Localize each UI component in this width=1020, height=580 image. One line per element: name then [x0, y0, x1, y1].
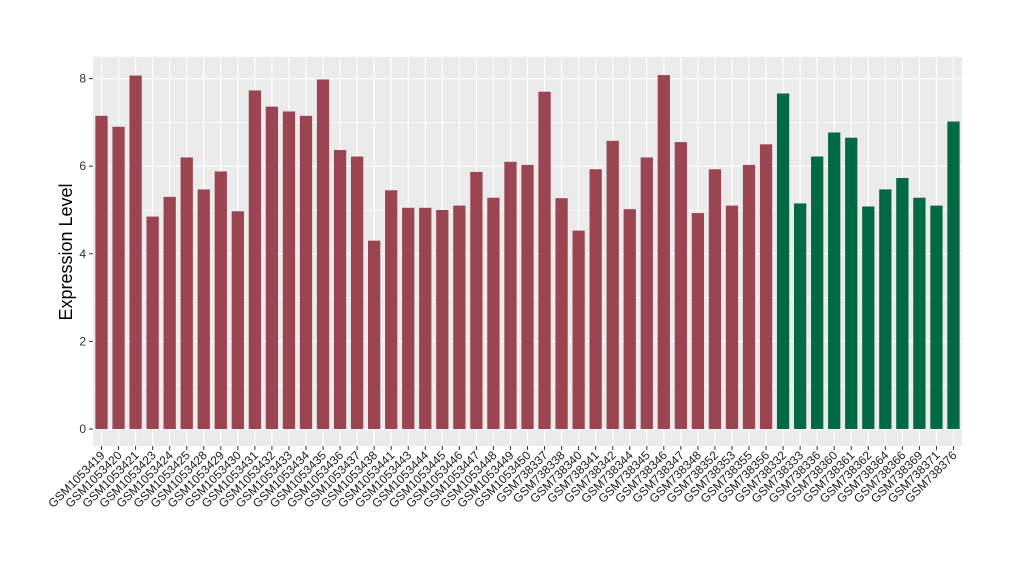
bar-GSM738371 — [930, 205, 943, 429]
bar-GSM738361 — [845, 137, 858, 430]
bar-GSM1053421 — [129, 75, 142, 429]
bar-GSM738336 — [811, 156, 824, 429]
bar-GSM738347 — [674, 142, 687, 430]
bar-GSM738360 — [828, 132, 841, 429]
bar-GSM738338 — [555, 198, 568, 429]
bar-GSM1053449 — [504, 161, 517, 429]
bar-GSM738337 — [538, 91, 551, 430]
bar-GSM738348 — [691, 213, 705, 429]
y-axis: 0 2 4 6 8 — [79, 72, 93, 436]
bar-GSM738353 — [725, 205, 739, 429]
bar-GSM738345 — [640, 157, 653, 429]
bar-GSM1053441 — [385, 190, 398, 429]
bar-GSM1053433 — [282, 111, 296, 429]
bar-GSM1053444 — [419, 207, 432, 429]
y-axis-title: Expression Level — [56, 183, 76, 320]
bar-GSM1053447 — [470, 171, 483, 430]
bar-GSM1053432 — [265, 106, 279, 429]
bar-GSM1053450 — [521, 164, 534, 430]
bar-GSM738366 — [896, 178, 909, 429]
y-tick-label: 2 — [79, 334, 86, 348]
bar-GSM1053425 — [180, 157, 193, 429]
bar-GSM1053429 — [214, 171, 227, 429]
bar-GSM738340 — [572, 230, 585, 429]
bars — [95, 75, 960, 430]
bar-GSM738376 — [947, 121, 960, 430]
bar-GSM738362 — [862, 206, 875, 429]
bar-GSM1053434 — [299, 115, 313, 429]
bar-GSM1053437 — [350, 156, 364, 429]
y-tick-label: 8 — [79, 72, 86, 86]
bar-GSM1053431 — [248, 90, 262, 430]
bar-GSM738356 — [759, 144, 773, 430]
bar-GSM1053438 — [368, 240, 381, 429]
bar-GSM738333 — [793, 203, 807, 429]
bar-GSM1053420 — [112, 126, 125, 429]
bar-GSM738344 — [623, 209, 636, 429]
bar-GSM738355 — [742, 164, 756, 430]
y-tick-label: 6 — [79, 159, 86, 173]
y-tick-label: 4 — [79, 247, 86, 261]
bar-GSM738332 — [776, 93, 790, 429]
bar-GSM738369 — [913, 197, 926, 429]
bar-GSM738341 — [589, 169, 602, 430]
bar-GSM1053424 — [163, 196, 176, 429]
bar-GSM1053430 — [231, 211, 244, 429]
bar-GSM1053419 — [95, 115, 108, 429]
bar-GSM1053446 — [453, 205, 466, 429]
x-axis: GSM1053419GSM1053420GSM1053421GSM1053423… — [45, 446, 960, 510]
bar-GSM738364 — [879, 189, 892, 429]
bar-GSM1053443 — [402, 207, 415, 429]
bar-GSM1053436 — [333, 149, 347, 429]
bar-GSM738342 — [606, 140, 619, 429]
bar-GSM738352 — [708, 169, 722, 430]
bar-GSM738346 — [657, 75, 670, 429]
bar-GSM1053423 — [146, 216, 159, 429]
bar-GSM1053428 — [197, 189, 210, 429]
bar-GSM1053445 — [436, 210, 449, 429]
bar-GSM1053435 — [316, 79, 330, 429]
bar-GSM1053448 — [487, 197, 500, 429]
y-tick-label: 0 — [79, 422, 86, 436]
